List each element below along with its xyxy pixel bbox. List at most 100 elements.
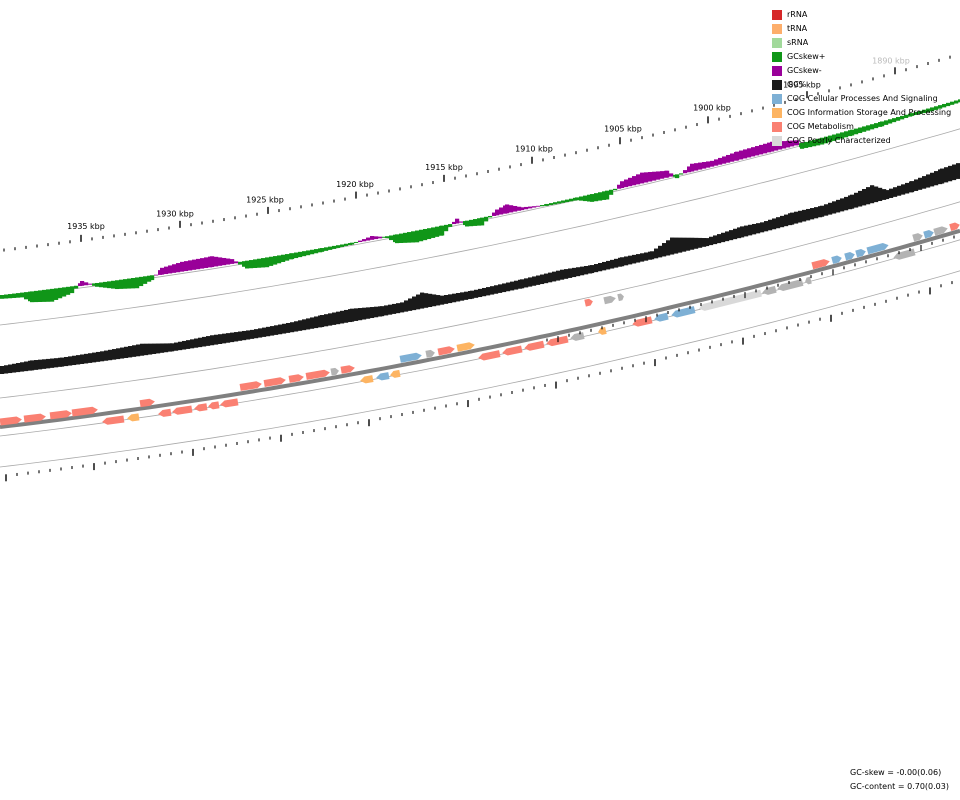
gc-skew-positive-bar (499, 207, 504, 215)
gc-content-bar (222, 333, 227, 344)
gc-skew-negative-bar (896, 117, 901, 121)
gc-content-bar (590, 265, 595, 274)
gc-content-bar (298, 320, 303, 331)
gc-skew-positive-bar (726, 154, 731, 163)
gc-skew-negative-bar (844, 131, 849, 138)
gc-skew-positive-bar (624, 179, 629, 188)
gc-skew-positive-bar (218, 257, 223, 266)
gc-content-bar (654, 248, 659, 259)
gc-skew-positive-bar (180, 261, 185, 272)
legend-label: GCskew+ (787, 52, 826, 61)
legend-item: tRNA (772, 22, 960, 36)
gc-content-bar (930, 172, 935, 187)
gc-content-bar (918, 177, 923, 190)
gc-skew-negative-bar (111, 280, 116, 289)
gc-skew-positive-bar (683, 170, 688, 174)
gc-content-bar (404, 300, 409, 312)
legend-swatch (772, 10, 782, 20)
gc-content-bar (72, 355, 77, 366)
gene-feature-arrow (139, 398, 155, 408)
gc-skew-negative-bar (16, 293, 21, 298)
gc-content-bar (576, 267, 581, 277)
gc-skew-positive-bar (747, 148, 752, 158)
gc-skew-negative-bar (488, 215, 493, 218)
gene-feature-arrow (671, 306, 696, 318)
gc-skew-negative-bar (249, 260, 254, 269)
gene-feature-track (0, 222, 960, 426)
gc-skew-positive-bar (718, 157, 723, 165)
gc-skew-positive-bar (528, 206, 533, 209)
legend-label: GC% (787, 80, 807, 89)
gc-skew-negative-bar (399, 233, 404, 243)
gc-content-bar (498, 284, 503, 293)
gc-skew-negative-bar (561, 200, 566, 203)
gc-skew-negative-bar (419, 229, 424, 242)
gc-skew-negative-bar (808, 140, 813, 148)
gc-content-bar (190, 339, 195, 349)
gc-skew-negative-bar (66, 286, 71, 295)
gc-content-bar (556, 270, 561, 281)
gc-content-bar (686, 237, 691, 251)
gc-content-bar (448, 294, 453, 304)
gc-skew-positive-bar (374, 236, 379, 240)
gc-skew-positive-bar (222, 257, 227, 266)
gc-content-track (0, 163, 960, 374)
gc-content-bar (470, 290, 475, 299)
gc-content-bar (206, 336, 211, 346)
gc-skew-negative-bar (70, 286, 75, 294)
ruler-tick-label: 1905 kbp (604, 125, 642, 134)
gc-content-bar (802, 209, 807, 222)
gc-content-bar (662, 243, 667, 257)
gc-skew-negative-bar (431, 227, 436, 238)
gc-skew-positive-bar (751, 147, 756, 157)
gc-content-bar (840, 198, 845, 212)
gc-skew-negative-bar (4, 294, 9, 299)
gc-skew-positive-bar (669, 173, 674, 177)
gc-content-bar (358, 308, 363, 321)
gc-content-bar (524, 278, 529, 288)
gc-content-bar (905, 182, 910, 194)
gc-skew-negative-bar (473, 219, 478, 226)
gc-content-bar (882, 189, 887, 200)
gc-content-bar (725, 231, 730, 242)
gc-skew-negative-bar (24, 292, 29, 300)
gc-skew-positive-bar (234, 261, 239, 264)
gc-content-bar (729, 230, 734, 241)
gene-feature-arrow (912, 233, 923, 242)
gc-content-bar (460, 292, 465, 301)
gc-content-bar (506, 282, 511, 292)
gc-skew-negative-bar (918, 110, 923, 115)
gc-content-bar (20, 362, 25, 372)
gc-content-bar (202, 336, 207, 347)
gc-content-bar (580, 266, 585, 276)
gene-feature-arrow (570, 332, 585, 341)
gc-skew-positive-bar (735, 151, 740, 161)
gc-content-bar (96, 351, 101, 362)
gc-skew-positive-bar (517, 206, 522, 211)
gc-skew-negative-bar (123, 279, 128, 289)
gc-content-bar (733, 228, 738, 240)
gc-skew-positive-bar (739, 150, 744, 160)
gc-content-bar (226, 333, 231, 343)
legend-swatch (772, 94, 782, 104)
gc-content-bar (850, 194, 855, 209)
gc-skew-positive-bar (620, 181, 625, 189)
legend-item: COG Cellular Processes And Signaling (772, 92, 960, 106)
gc-content-bar (456, 293, 461, 302)
gc-content-bar (354, 308, 359, 321)
gc-content-bar (737, 227, 742, 239)
gc-content-bar (478, 288, 483, 298)
gc-skew-positive-bar (694, 163, 699, 171)
gc-content-bar (956, 163, 960, 179)
gc-content-bar (250, 329, 255, 339)
gene-feature-arrow (933, 226, 948, 236)
gc-skew-positive-bar (656, 171, 661, 180)
gc-skew-negative-bar (854, 128, 859, 135)
ruler-tick-label: 1900 kbp (693, 103, 731, 112)
gene-feature-arrow (855, 249, 866, 258)
gc-content-bar (602, 261, 607, 271)
legend-item: sRNA (772, 36, 960, 50)
gc-content-bar (874, 186, 879, 203)
gc-content-bar (124, 346, 129, 358)
gc-skew-positive-bar (743, 149, 748, 159)
